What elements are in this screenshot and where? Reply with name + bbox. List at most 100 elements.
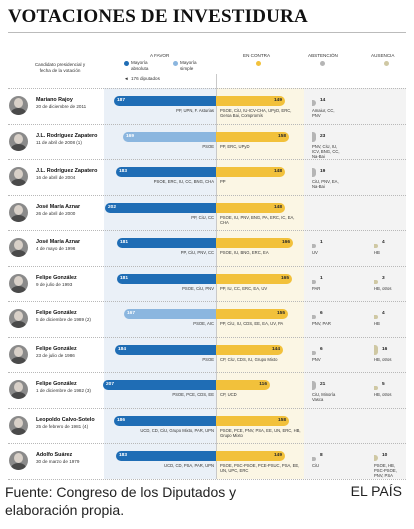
- ausencia-parties: HB: [374, 250, 380, 255]
- vote-date: 30 de marzo de 1979: [36, 459, 80, 464]
- row-divider: [8, 407, 406, 409]
- favor-value: 181: [120, 275, 129, 281]
- abstencion-bar: [312, 315, 316, 319]
- contra-bar: [216, 202, 285, 213]
- candidate-name: Mariano Rajoy: [36, 97, 73, 103]
- favor-parties: PSOE: [202, 356, 214, 362]
- abstencion-bar: [312, 244, 316, 248]
- abstencion-bar: [312, 457, 316, 461]
- abstencion-parties: Amaiur, CC, PNV: [312, 108, 335, 118]
- row-divider: [8, 443, 406, 444]
- favor-value: 207: [106, 382, 115, 387]
- contra-bar: [216, 167, 285, 177]
- favor-parties: PSOE, PCE, CDS, EE: [172, 392, 214, 397]
- abstencion-parties: PNV: [312, 356, 321, 362]
- favor-parties: PP, UPN, F. Asturias: [176, 108, 214, 113]
- favor-parties: PSOE, ERC, IU, CC, BNG, CHA: [153, 179, 214, 184]
- contra-bar: [216, 344, 283, 355]
- ausencia-bar: [374, 455, 378, 461]
- candidate-name: Felipe González: [36, 345, 77, 352]
- abstencion-value: 14: [320, 98, 326, 103]
- favor-parties: PSOE: [202, 143, 214, 149]
- abstencion-value: 1: [320, 275, 323, 281]
- contra-value: 148: [273, 169, 282, 174]
- vote-date: 20 de diciembre de 2011: [36, 104, 87, 109]
- contra-parties: PSOE, IU, BNG, ERC, EA: [220, 250, 269, 255]
- favor-bar: [123, 131, 216, 142]
- abstencion-bar: [312, 168, 316, 177]
- favor-value: 169: [126, 133, 135, 139]
- contra-value: 144: [271, 346, 280, 352]
- candidate-photo: [9, 309, 28, 328]
- favor-parties: PP, CiU, CC: [191, 214, 214, 220]
- abstencion-bar: [312, 100, 316, 106]
- favor-value: 181: [120, 240, 129, 245]
- candidate-photo: [9, 131, 28, 151]
- candidate-name: Felipe González: [36, 274, 77, 281]
- abstencion-parties: CiU, PNV, EA, Na-Bai: [312, 179, 339, 189]
- abstencion-bar: [312, 131, 316, 142]
- abstencion-parties: CiU: [312, 463, 319, 468]
- ausencia-value: 4: [382, 311, 385, 316]
- favor-bar: [114, 415, 216, 426]
- abstencion-header: ABSTENCIÓN: [308, 53, 338, 58]
- contra-parties: CP, CiU, CDS, IU, Grupo Mixto: [220, 356, 278, 362]
- chart-title: VOTACIONES DE INVESTIDURA: [8, 6, 308, 27]
- contra-value: 165: [280, 275, 289, 281]
- vote-date: 4 de mayo de 1996: [36, 246, 76, 251]
- source-note: Fuente: Congreso de los Diputados y elab…: [5, 483, 305, 519]
- contra-bar: [216, 96, 285, 106]
- ausencia-header: AUSENCIA: [371, 53, 395, 58]
- legend-contra-swatch: [256, 61, 261, 66]
- legend-simple-swatch: [173, 61, 178, 66]
- ausencia-bar: [374, 344, 378, 355]
- candidate-name: J.L. Rodríguez Zapatero: [36, 132, 98, 139]
- legend-absolute: Mayoría absoluta: [131, 60, 149, 71]
- contra-value: 158: [277, 417, 286, 423]
- favor-parties: PSOE, CiU, PNV: [182, 285, 214, 291]
- candidate-name: Adolfo Suárez: [36, 452, 73, 458]
- abstencion-value: 6: [320, 346, 323, 352]
- contra-value: 155: [276, 311, 285, 316]
- candidate-photo: [9, 380, 28, 399]
- contra-parties: PP, IU, CC, ERC, EA, UV: [220, 285, 268, 291]
- vote-date: 9 de julio de 1993: [36, 281, 73, 287]
- abstencion-column-band: [304, 88, 344, 479]
- abstencion-value: 1: [320, 240, 323, 245]
- ausencia-value: 4: [382, 240, 385, 245]
- row-divider: [8, 478, 406, 480]
- row-divider: [8, 230, 406, 231]
- vote-date: 16 de abril de 2004: [36, 175, 76, 180]
- favor-value: 183: [119, 169, 128, 174]
- contra-bar: [216, 131, 289, 142]
- vote-date: 11 de abril de 2008 (1): [36, 139, 82, 145]
- favor-parties: PSOE, AIC: [193, 321, 214, 326]
- abstencion-value: 23: [320, 133, 326, 139]
- favor-bar: [117, 273, 216, 284]
- favor-bar: [124, 309, 216, 319]
- ausencia-bar: [374, 315, 378, 319]
- favor-bar: [115, 344, 216, 355]
- abstencion-value: 8: [320, 453, 323, 458]
- favor-value: 187: [117, 98, 126, 103]
- candidate-photo: [9, 273, 28, 293]
- ausencia-value: 10: [382, 453, 388, 458]
- row-divider: [8, 194, 406, 196]
- contra-value: 158: [277, 133, 286, 139]
- abstencion-bar: [312, 381, 316, 390]
- legend-threshold: 176 diputados: [131, 76, 160, 81]
- abstencion-parties: CiU, Minoría Vasca: [312, 392, 336, 402]
- vote-date: 23 de julio de 1986: [36, 352, 75, 358]
- ausencia-parties: HB: [374, 321, 380, 326]
- abstencion-parties: PNV, CiU, IU, ICV, BNG, CC, Na-Bai: [312, 143, 340, 159]
- contra-parties: PSOE, PSC-PSOE, PCE-PSUC, PSA, EE, UN, U…: [220, 463, 300, 473]
- row-divider: [8, 265, 406, 267]
- candidate-photo: [9, 96, 28, 115]
- row-divider: [8, 372, 406, 373]
- favor-parties: UCD, CD, PSA, PAR, UPN: [164, 463, 214, 468]
- contra-parties: PP, CiU, IU, CDS, EE, EA, UV, PA: [220, 321, 284, 326]
- ausencia-parties: HB, otros: [374, 285, 392, 291]
- contra-parties: PSOE, IU, PNV, BNG, PA, ERC, IC, EA, CHA: [220, 214, 295, 225]
- vote-date: 25 de febrero de 1981 (4): [36, 423, 89, 429]
- abstencion-value: 19: [320, 169, 326, 174]
